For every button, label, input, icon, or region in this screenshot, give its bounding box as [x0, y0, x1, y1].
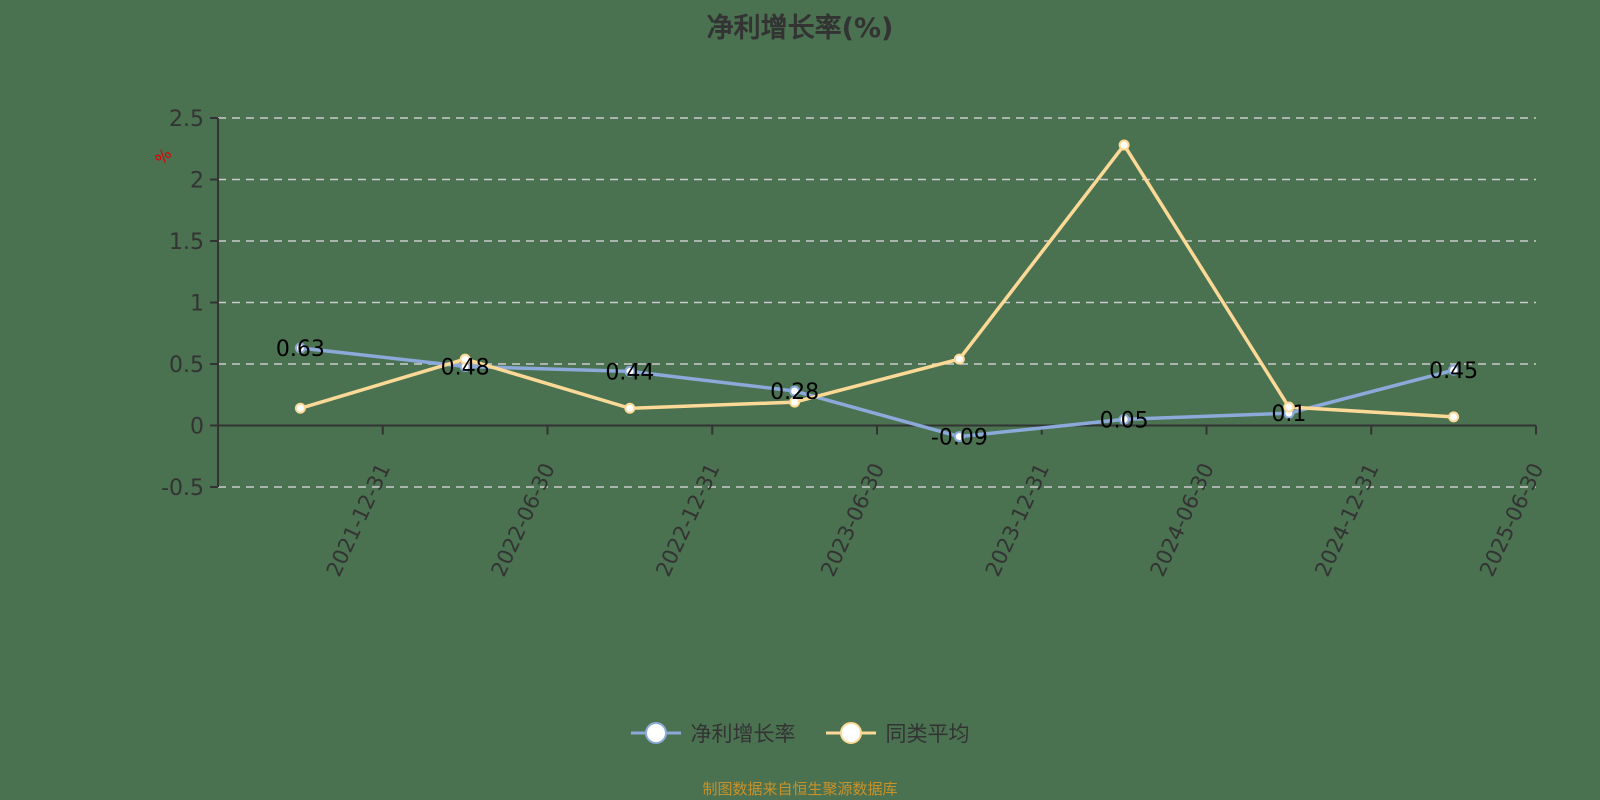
- data-point[interactable]: [1118, 139, 1130, 151]
- data-point[interactable]: [1448, 411, 1460, 423]
- y-tick-label: 0: [190, 415, 204, 440]
- data-label: 0.28: [770, 380, 819, 405]
- legend-label: 同类平均: [885, 722, 970, 746]
- series-line: [299, 142, 1454, 419]
- legend-item-net-profit-growth[interactable]: 净利增长率: [630, 718, 796, 748]
- y-tick-label: 1.5: [169, 230, 204, 255]
- data-point[interactable]: [459, 353, 471, 365]
- data-point[interactable]: [1283, 401, 1295, 413]
- legend-item-peer-average[interactable]: 同类平均: [825, 718, 970, 748]
- data-point[interactable]: [624, 365, 636, 377]
- source-note: 制图数据来自恒生聚源数据库: [702, 780, 898, 798]
- data-point[interactable]: [789, 396, 801, 408]
- data-label: 0.44: [605, 360, 654, 385]
- data-label: 0.48: [441, 355, 490, 380]
- x-tick-label: 2024-06-30: [1145, 460, 1218, 581]
- data-label: -0.09: [931, 426, 988, 451]
- data-label: 0.63: [276, 337, 325, 362]
- legend-marker-icon: [630, 722, 681, 744]
- data-point[interactable]: [624, 402, 636, 414]
- x-tick-label: 2023-12-31: [981, 460, 1054, 581]
- data-point[interactable]: [953, 431, 965, 443]
- y-tick-label: 2.5: [169, 107, 204, 132]
- legend-label: 净利增长率: [690, 722, 796, 746]
- x-tick-label: 2022-06-30: [486, 460, 559, 581]
- data-point[interactable]: [1448, 364, 1460, 376]
- y-unit-label: %: [151, 145, 175, 169]
- y-tick-label: 0.5: [169, 353, 204, 378]
- data-point[interactable]: [294, 402, 306, 414]
- x-tick-label: 2022-12-31: [651, 460, 724, 581]
- x-tick-label: 2025-06-30: [1475, 460, 1548, 581]
- y-tick-label: 2: [190, 169, 204, 194]
- x-tick-label: 2024-12-31: [1310, 460, 1383, 581]
- data-label: 0.05: [1100, 408, 1149, 433]
- data-label: 0.1: [1271, 402, 1306, 427]
- chart-title: 净利增长率(%): [706, 13, 894, 44]
- legend-marker-icon: [825, 722, 876, 744]
- legend: 净利增长率 同类平均: [0, 718, 1600, 748]
- data-point[interactable]: [294, 342, 306, 354]
- y-tick-label: 1: [190, 292, 204, 317]
- data-point[interactable]: [789, 385, 801, 397]
- data-point[interactable]: [1118, 413, 1130, 425]
- x-tick-label: 2021-12-31: [322, 460, 395, 581]
- data-label: 0.45: [1429, 359, 1478, 384]
- y-tick-label: -0.5: [161, 476, 204, 501]
- x-tick-label: 2023-06-30: [816, 460, 889, 581]
- data-point[interactable]: [953, 353, 965, 365]
